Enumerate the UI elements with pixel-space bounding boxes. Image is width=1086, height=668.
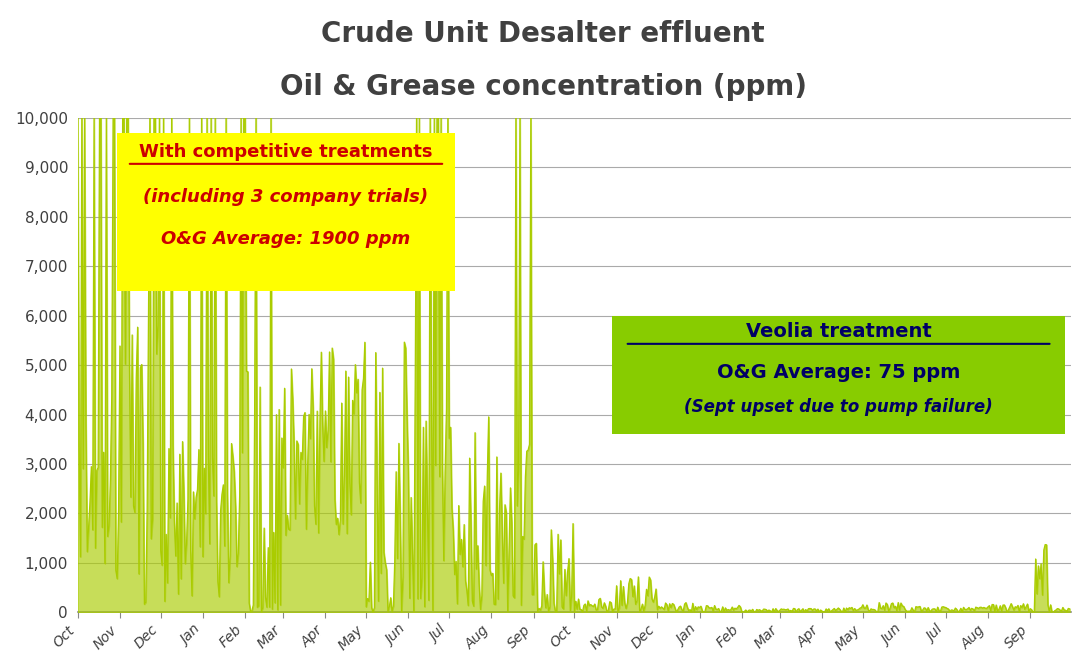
Text: (including 3 company trials): (including 3 company trials) xyxy=(143,188,429,206)
FancyBboxPatch shape xyxy=(613,316,1064,434)
FancyBboxPatch shape xyxy=(116,133,455,291)
Text: O&G Average: 75 ppm: O&G Average: 75 ppm xyxy=(717,363,960,382)
Text: Veolia treatment: Veolia treatment xyxy=(746,322,932,341)
Text: Oil & Grease concentration (ppm): Oil & Grease concentration (ppm) xyxy=(279,73,807,102)
Text: Crude Unit Desalter effluent: Crude Unit Desalter effluent xyxy=(321,20,765,48)
Text: With competitive treatments: With competitive treatments xyxy=(139,144,432,162)
Text: O&G Average: 1900 ppm: O&G Average: 1900 ppm xyxy=(162,230,411,248)
Text: (Sept upset due to pump failure): (Sept upset due to pump failure) xyxy=(684,398,993,416)
